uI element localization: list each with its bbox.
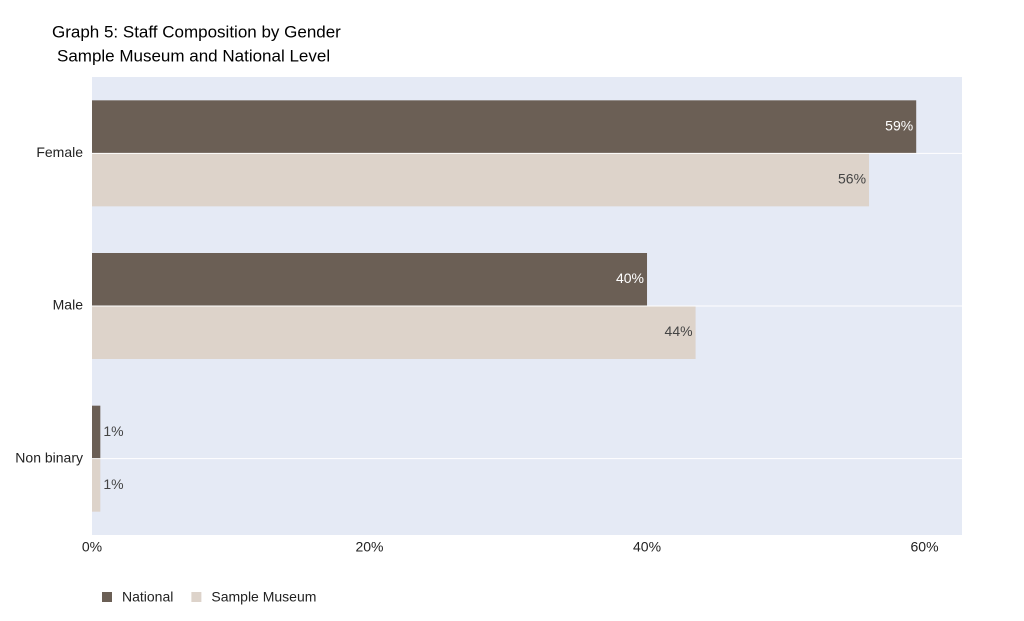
- bar: [92, 253, 648, 306]
- bar: [92, 405, 101, 459]
- bar: [92, 153, 870, 207]
- y-tick-label: Female: [36, 144, 83, 160]
- data-label: 1%: [103, 423, 123, 439]
- data-label: 59%: [885, 118, 913, 134]
- data-label: 56%: [838, 171, 866, 187]
- data-label: 40%: [616, 270, 644, 286]
- legend-swatch: [102, 592, 112, 602]
- x-tick-label: 0%: [82, 539, 102, 555]
- data-label: 44%: [665, 323, 693, 339]
- x-tick-label: 20%: [355, 539, 383, 555]
- legend-swatch: [191, 592, 202, 602]
- y-tick-label: Non binary: [15, 449, 83, 465]
- legend-label: National: [122, 589, 173, 605]
- x-tick-label: 40%: [633, 539, 661, 555]
- y-tick-label: Male: [53, 297, 84, 313]
- chart-subtitle: Sample Museum and National Level: [57, 46, 330, 65]
- legend-label: Sample Museum: [211, 589, 316, 605]
- x-tick-label: 60%: [911, 539, 939, 555]
- chart-title: Graph 5: Staff Composition by Gender: [52, 22, 341, 41]
- bar: [92, 458, 101, 512]
- data-label: 1%: [103, 476, 123, 492]
- bar: [92, 100, 917, 154]
- bar: [92, 306, 696, 359]
